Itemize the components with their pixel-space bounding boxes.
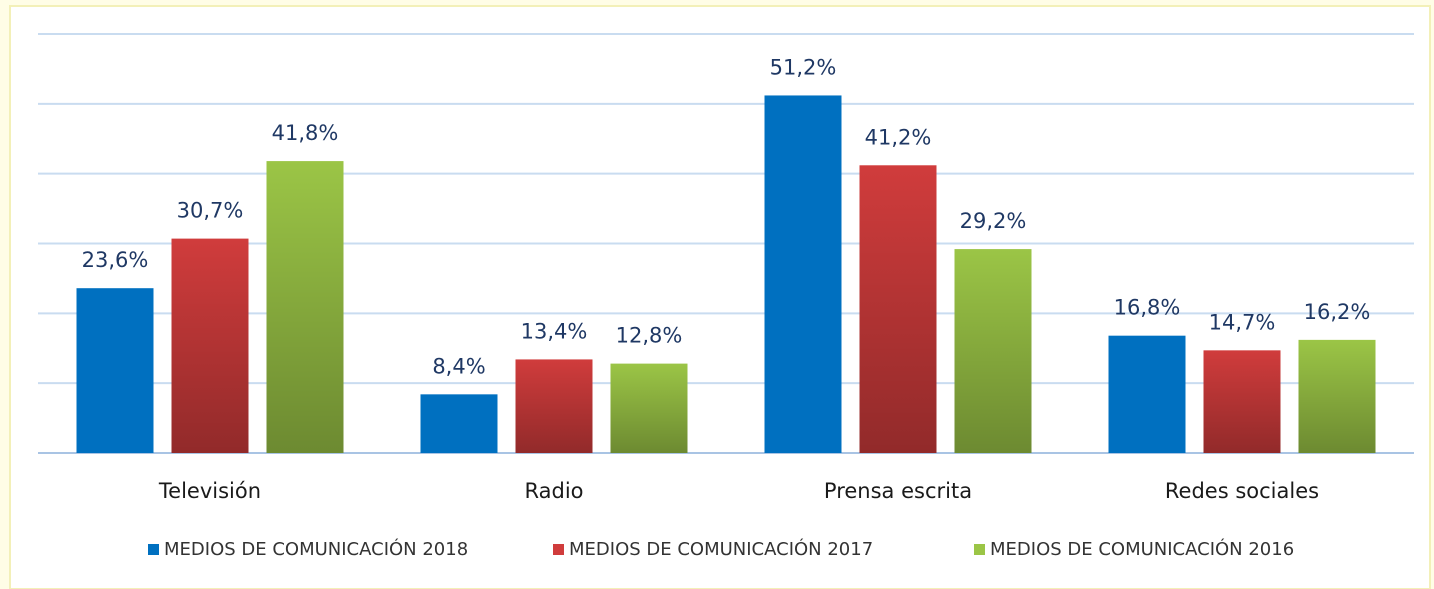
data-label: 14,7% xyxy=(1209,310,1276,334)
bar xyxy=(954,249,1032,453)
data-label: 13,4% xyxy=(521,319,588,343)
data-label: 41,2% xyxy=(865,125,932,149)
data-label: 16,2% xyxy=(1304,300,1371,324)
bar xyxy=(764,95,842,453)
legend-swatch xyxy=(148,544,159,555)
bar xyxy=(266,161,344,453)
bar xyxy=(859,165,937,453)
x-tick-label: Radio xyxy=(524,479,583,503)
legend-label: MEDIOS DE COMUNICACIÓN 2018 xyxy=(164,538,468,560)
bar xyxy=(1108,335,1186,453)
legend-swatch xyxy=(553,544,564,555)
bar xyxy=(610,363,688,453)
x-tick-label: Televisión xyxy=(158,479,261,503)
data-label: 8,4% xyxy=(432,354,485,378)
x-tick-label: Redes sociales xyxy=(1165,479,1319,503)
data-label: 12,8% xyxy=(616,324,683,348)
x-tick-label: Prensa escrita xyxy=(824,479,972,503)
bar xyxy=(76,288,154,453)
data-label: 23,6% xyxy=(82,248,149,272)
bar xyxy=(515,359,593,453)
bar xyxy=(1203,350,1281,453)
legend-swatch xyxy=(974,544,985,555)
bar xyxy=(420,394,498,453)
legend-label: MEDIOS DE COMUNICACIÓN 2016 xyxy=(990,538,1294,560)
data-label: 16,8% xyxy=(1114,296,1181,320)
data-label: 41,8% xyxy=(272,121,339,145)
legend-label: MEDIOS DE COMUNICACIÓN 2017 xyxy=(569,538,873,560)
bar xyxy=(171,238,249,453)
data-label: 30,7% xyxy=(177,199,244,223)
bar xyxy=(1298,339,1376,453)
data-label: 29,2% xyxy=(960,209,1027,233)
data-label: 51,2% xyxy=(770,55,837,79)
